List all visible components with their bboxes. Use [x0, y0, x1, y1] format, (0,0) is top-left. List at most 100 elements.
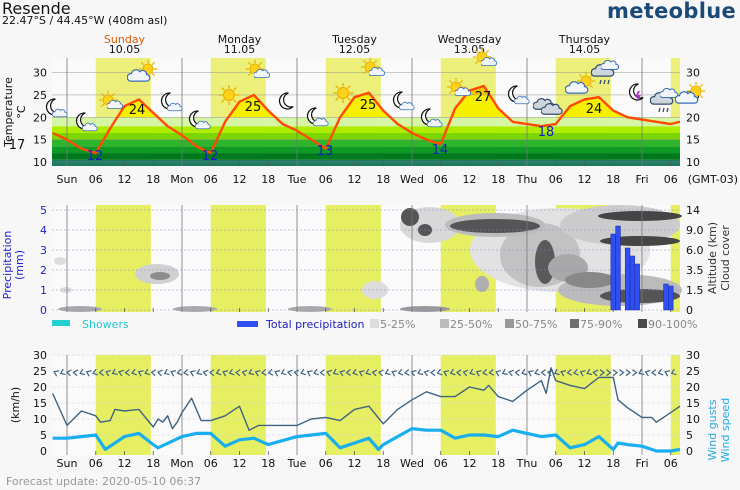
- wind-direction-arrow: [573, 368, 579, 376]
- wind-direction-arrow: [638, 368, 645, 376]
- cloud-cover-area: [401, 208, 419, 226]
- time-axis-label: 18: [606, 457, 620, 470]
- wind-direction-arrow: [592, 369, 599, 377]
- wind-chart: 0 0 5 5 10 10 15 15 20 20 25 25 30 30: [33, 349, 700, 458]
- wind-direction-arrow: [514, 369, 521, 377]
- wind-direction-arrow: [488, 368, 495, 376]
- day-name-monday: Monday: [218, 33, 262, 46]
- wind-direction-arrow: [566, 368, 573, 376]
- forecast-update: Forecast update: 2020-05-10 06:37: [6, 475, 201, 488]
- wind-tick-left: 5: [40, 429, 47, 442]
- rain-drop: [666, 107, 669, 113]
- day-date: 11.05: [224, 43, 256, 56]
- rain-cloud-icon: [650, 87, 678, 113]
- wind-direction-arrow: [352, 368, 358, 376]
- precipitation-bar: [634, 263, 640, 311]
- wind-direction-arrow: [482, 368, 488, 376]
- wind-direction-arrow: [287, 369, 293, 377]
- wind-direction-arrow: [501, 368, 508, 376]
- wind-direction-arrow: [254, 369, 261, 377]
- time-axis-label: 06: [664, 457, 678, 470]
- time-axis-label: Wed: [400, 457, 424, 470]
- altitude-tick: 14: [686, 204, 700, 217]
- wind-direction-arrow: [274, 370, 281, 377]
- wind-speed-line: [52, 427, 681, 453]
- timezone-label: (GMT-03): [688, 173, 738, 186]
- wind-direction-arrow: [371, 369, 378, 377]
- showers-swatch: [52, 320, 70, 326]
- precipitation-tick: 4: [40, 224, 47, 237]
- time-axis-label: 06: [434, 457, 448, 470]
- wind-direction-arrow: [202, 369, 209, 377]
- wind-direction-arrow: [404, 368, 410, 376]
- altitude-tick: 9.0: [686, 224, 704, 237]
- rain-drop: [607, 79, 610, 85]
- meteoblue-logo[interactable]: meteoblue: [607, 0, 736, 23]
- wind-direction-arrow: [534, 368, 541, 376]
- wind-direction-arrow: [228, 368, 235, 376]
- time-axis-label: Sun: [57, 457, 78, 470]
- temperature-band: [52, 146, 680, 154]
- cloud-legend-swatch: [370, 319, 379, 328]
- precipitation-tick: 3: [40, 244, 47, 257]
- wind-direction-arrow: [319, 369, 325, 377]
- time-axis-label: 06: [319, 457, 333, 470]
- wind-tick-right: 30: [686, 349, 700, 362]
- cloud-cover-area: [598, 211, 682, 221]
- time-axis-wind: Sun 06 12 18 Mon 06 12 18 Tue 06 12 18 Wed 06 12 18 Thu 0…: [57, 457, 678, 470]
- sun-icon: [218, 84, 240, 106]
- wind-direction-arrow: [625, 369, 631, 377]
- time-axis-label: 18: [376, 173, 390, 186]
- time-axis-label: 18: [491, 173, 505, 186]
- precipitation-cloud-chart: 0 1 2 3 4 5 0 1.5 3.5 6.0 9.0 14: [40, 204, 704, 317]
- cloud-legend-label: 75-90%: [580, 318, 622, 331]
- altitude-axis-label: Altitude (km): [706, 222, 719, 294]
- temperature-max-label: 25: [360, 98, 377, 113]
- rain-drop: [599, 79, 602, 85]
- daylight-band: [670, 205, 680, 312]
- wind-tick-right: 20: [686, 381, 700, 394]
- temperature-min-label: 13: [317, 144, 334, 159]
- time-axis-label: 12: [578, 457, 592, 470]
- wind-direction-arrow: [241, 369, 248, 377]
- rain-cloud-icon: [591, 59, 619, 85]
- time-axis-label: 06: [549, 173, 563, 186]
- wind-direction-arrow: [540, 369, 546, 377]
- cloud-legend-label: 25-50%: [450, 318, 492, 331]
- time-axis-label: 06: [204, 173, 218, 186]
- temperature-band: [52, 126, 680, 133]
- wind-direction-arrow: [59, 368, 66, 376]
- time-axis-label: 12: [233, 457, 247, 470]
- moon-thunder-icon: [628, 83, 644, 103]
- wind-tick-right: 25: [686, 365, 700, 378]
- rain-drop: [658, 107, 661, 113]
- cloud-cover-area: [58, 306, 102, 312]
- wind-direction-arrow: [436, 368, 443, 376]
- altitude-tick: 6.0: [686, 244, 704, 257]
- day-date: 12.05: [339, 43, 371, 56]
- daylight-band: [440, 355, 496, 455]
- temperature-min-label: 12: [87, 149, 104, 164]
- precipitation-bar: [629, 255, 636, 311]
- cloud-cover-area: [288, 306, 332, 312]
- temperature-tick-left: 10: [33, 156, 47, 169]
- time-axis-label: 18: [491, 457, 505, 470]
- temperature-unit-label: °C: [15, 105, 28, 119]
- cloud-legend-label: 5-25%: [380, 318, 415, 331]
- cloud-cover-area: [362, 281, 388, 299]
- wind-direction-arrow: [430, 369, 436, 377]
- wind-direction-arrow: [306, 370, 313, 377]
- day-name-thursday: Thursday: [558, 33, 611, 46]
- cloud-legend-label: 90-100%: [648, 318, 697, 331]
- precipitation-bar: [610, 233, 616, 311]
- time-axis-label: 06: [434, 173, 448, 186]
- wind-direction-arrow: [560, 369, 567, 377]
- wind-direction-arrow: [144, 368, 151, 376]
- daylight-band: [210, 205, 266, 312]
- wind-tick-right: 10: [686, 413, 700, 426]
- time-axis-label: 18: [606, 173, 620, 186]
- time-axis-label: 06: [204, 457, 218, 470]
- cloud-cover-area: [400, 306, 450, 312]
- precipitation-bar: [663, 283, 669, 311]
- wind-direction-arrow: [345, 369, 352, 376]
